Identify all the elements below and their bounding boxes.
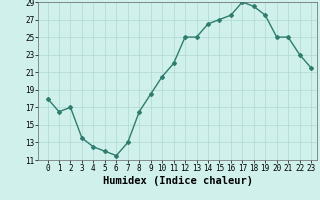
X-axis label: Humidex (Indice chaleur): Humidex (Indice chaleur) [103, 176, 252, 186]
